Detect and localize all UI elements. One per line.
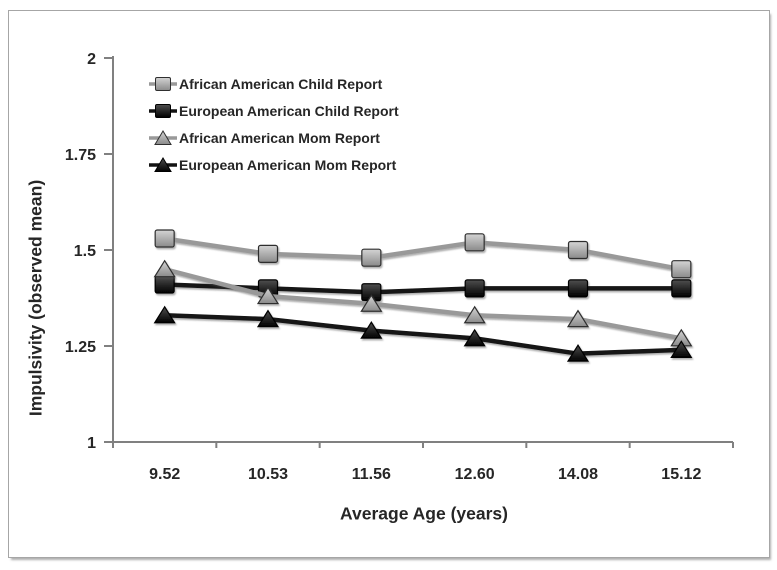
- series-2: [153, 259, 693, 347]
- series-line: [162, 266, 684, 341]
- chart-frame: [8, 10, 770, 558]
- y-tick-label: 1: [87, 435, 96, 452]
- y-tick-label: 1.5: [74, 243, 96, 260]
- marker-triangle: [566, 344, 590, 362]
- legend-marker-shape: [154, 129, 172, 145]
- y-tick-label: 1.75: [65, 147, 96, 164]
- legend-label: African American Child Report: [179, 75, 383, 92]
- marker-square: [671, 279, 692, 298]
- marker-triangle: [463, 328, 486, 347]
- legend-marker-triangle-icon: [149, 129, 177, 145]
- legend-marker-shape: [155, 76, 171, 91]
- legend-label: European American Child Report: [179, 102, 399, 119]
- marker-triangle: [670, 340, 693, 358]
- marker-square: [567, 240, 589, 260]
- x-tick-label: 12.60: [455, 466, 495, 483]
- legend-label: European American Mom Report: [179, 156, 397, 173]
- marker-square: [154, 229, 175, 248]
- marker-square: [567, 279, 589, 298]
- marker-square: [361, 248, 382, 267]
- series-line: [162, 282, 684, 295]
- y-axis-title: Impulsivity (observed mean): [25, 179, 46, 417]
- legend-label: African American Mom Report: [179, 129, 380, 146]
- legend-marker-triangle-icon: [149, 156, 177, 172]
- marker-square: [257, 244, 279, 263]
- legend-marker-shape: [154, 156, 172, 172]
- marker-triangle: [256, 286, 280, 305]
- marker-square: [464, 279, 485, 298]
- marker-square: [464, 233, 485, 252]
- legend-entry: African American Child Report: [148, 70, 399, 97]
- chart-legend: African American Child Report European Am…: [148, 70, 399, 178]
- x-tick-label: 15.12: [661, 466, 701, 483]
- series-line: [162, 236, 684, 272]
- x-tick-label: 14.08: [558, 466, 598, 483]
- legend-entry: European American Child Report: [148, 97, 399, 124]
- legend-marker-shape: [155, 103, 171, 118]
- marker-square: [154, 275, 175, 294]
- marker-triangle: [153, 259, 176, 278]
- series-3: [153, 305, 693, 362]
- legend-marker-square-icon: [149, 103, 177, 118]
- marker-square: [671, 260, 692, 279]
- legend-marker-square-icon: [149, 76, 177, 91]
- x-tick-label: 11.56: [352, 466, 391, 483]
- x-tick-label: 10.53: [248, 466, 288, 483]
- legend-entry: European American Mom Report: [148, 151, 399, 178]
- series-line: [162, 313, 684, 356]
- series-0: [154, 229, 692, 279]
- series-1: [154, 275, 692, 302]
- x-tick-label: 9.52: [149, 466, 180, 483]
- legend-entry: African American Mom Report: [148, 124, 399, 151]
- marker-triangle: [360, 294, 383, 312]
- marker-triangle: [256, 309, 280, 328]
- marker-triangle: [360, 321, 383, 339]
- x-axis-title: Average Age (years): [340, 503, 508, 524]
- y-tick-label: 2: [87, 51, 96, 68]
- marker-triangle: [566, 309, 590, 328]
- y-tick-label: 1.25: [65, 339, 96, 356]
- marker-triangle: [463, 305, 486, 324]
- marker-triangle: [153, 305, 176, 324]
